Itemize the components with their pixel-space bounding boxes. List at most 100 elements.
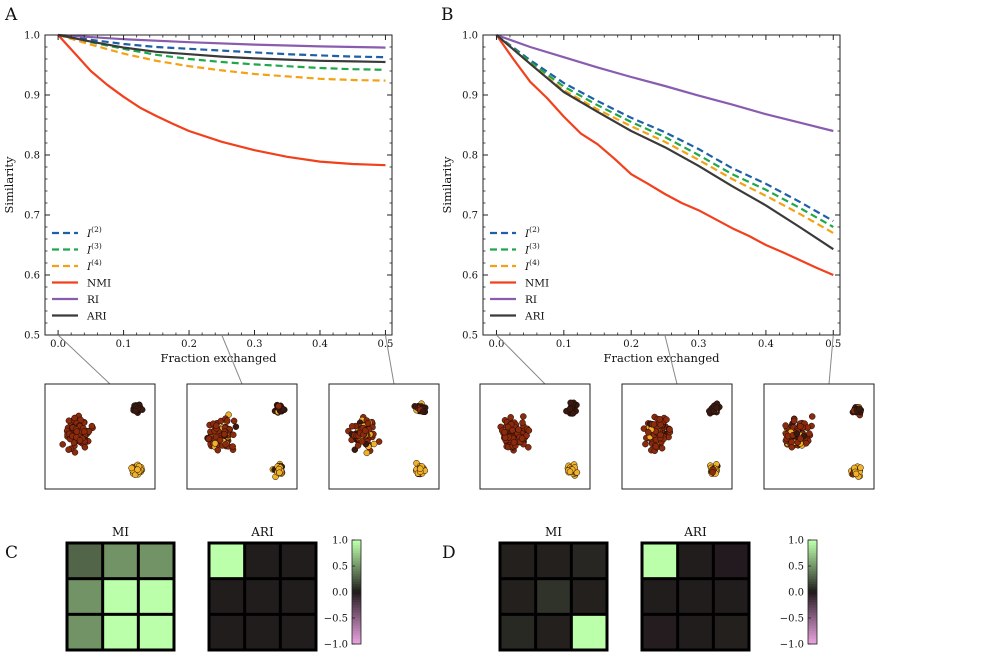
y-axis-label: Similarity xyxy=(440,156,454,213)
heatmap-title: ARI xyxy=(250,525,274,539)
heatmap-MI: MI xyxy=(65,525,176,652)
legend-label: ARI xyxy=(524,311,545,323)
heatmap-ARI: ARI xyxy=(640,525,751,652)
scatter-point xyxy=(569,410,577,417)
colorbar-segment xyxy=(352,594,361,598)
y-tick-label: 0.9 xyxy=(462,91,478,102)
legend-label-superscript: (4) xyxy=(529,258,540,267)
heatmap-cell xyxy=(139,544,173,578)
colorbar-segment xyxy=(808,563,817,567)
x-tick-label: 0.1 xyxy=(116,339,132,350)
heatmap-cell xyxy=(714,544,748,578)
colorbar-segment xyxy=(808,592,817,596)
scatter-point xyxy=(657,421,664,428)
x-tick-label: 0.1 xyxy=(556,339,572,350)
colorbar-segment xyxy=(352,558,361,562)
colorbar-segment xyxy=(808,599,817,603)
scatter-point xyxy=(782,422,789,429)
scatter-point xyxy=(857,464,864,471)
scatter-point xyxy=(566,468,574,475)
scatter-point xyxy=(656,416,664,423)
colorbar-tick-label: 0.0 xyxy=(788,588,804,599)
scatter-point xyxy=(852,470,860,478)
series-line-NMI xyxy=(495,34,834,277)
scatter-point xyxy=(213,422,220,429)
scatter-point xyxy=(132,407,139,415)
heatmap-cell xyxy=(643,580,677,613)
scatter-point xyxy=(364,420,372,427)
scatter-point xyxy=(275,402,282,410)
heatmap-cell xyxy=(281,544,315,578)
heatmap-title: ARI xyxy=(683,525,707,539)
scatter-point xyxy=(650,421,658,428)
heatmap-cell xyxy=(643,544,677,578)
heatmap-cell xyxy=(210,580,244,613)
colorbar-segment xyxy=(808,631,817,635)
colorbar-segment xyxy=(352,631,361,635)
colorbar-segment xyxy=(352,638,361,642)
y-tick-label: 1.0 xyxy=(24,31,40,42)
scatter-point xyxy=(358,438,366,445)
scatter-point xyxy=(520,413,527,420)
colorbar-segment xyxy=(808,638,817,642)
y-axis-label: Similarity xyxy=(2,156,16,213)
legend-label-base: I xyxy=(86,261,92,273)
scatter-point xyxy=(663,416,670,423)
colorbar-segment xyxy=(808,586,817,590)
y-tick-label: 0.8 xyxy=(24,151,40,162)
colorbar-tick-label: 0.0 xyxy=(332,588,348,599)
scatter-point xyxy=(230,431,237,439)
colorbar-segment xyxy=(808,547,817,551)
scatter-inset xyxy=(621,383,733,490)
colorbar-segment xyxy=(352,618,361,622)
scatter-point xyxy=(509,426,516,434)
x-axis-label: Fraction exchanged xyxy=(161,351,278,365)
colorbar-segment xyxy=(352,620,361,624)
x-tick-label: 0.4 xyxy=(312,339,328,350)
scatter-point xyxy=(567,399,574,407)
x-tick-label: 0.2 xyxy=(623,339,639,350)
scatter-point xyxy=(81,444,89,451)
heatmap-cell xyxy=(679,580,712,613)
heatmap-cell xyxy=(537,544,570,578)
colorbar-tick-label: −1.0 xyxy=(324,640,348,651)
scatter-point xyxy=(658,444,666,452)
colorbar-segment xyxy=(808,636,817,640)
scatter-point xyxy=(515,426,522,433)
colorbar-segment xyxy=(808,607,817,611)
colorbar-tick-label: −0.5 xyxy=(324,614,348,625)
legend-label-superscript: (2) xyxy=(91,225,102,234)
colorbar-segment xyxy=(808,623,817,627)
x-tick-label: 0.5 xyxy=(377,339,393,350)
y-tick-label: 0.5 xyxy=(462,331,478,342)
colorbar-segment xyxy=(808,545,817,549)
x-tick-label: 0.3 xyxy=(247,339,263,350)
colorbar-segment xyxy=(352,579,361,583)
heatmap-cell xyxy=(572,580,606,613)
scatter-point xyxy=(362,427,369,434)
heatmap-cell xyxy=(572,544,606,578)
scatter-point xyxy=(652,443,660,450)
legend-label-base: I xyxy=(524,228,530,240)
scatter-point xyxy=(507,414,514,421)
colorbar-segment xyxy=(352,566,361,570)
scatter-point xyxy=(214,446,222,454)
colorbar-segment xyxy=(352,605,361,609)
inset-frame xyxy=(44,383,156,490)
heatmap-cell xyxy=(679,544,712,578)
scatter-point xyxy=(501,434,509,441)
scatter-point xyxy=(525,427,533,434)
colorbar-segment xyxy=(808,633,817,637)
legend-label-base: I xyxy=(524,261,530,273)
panel-label: D xyxy=(442,543,456,563)
scatter-point xyxy=(416,465,424,472)
scatter-point xyxy=(134,466,141,473)
legend-label-superscript: (2) xyxy=(529,225,540,234)
scatter-point xyxy=(566,405,574,413)
colorbar-segment xyxy=(352,576,361,580)
scatter-point xyxy=(205,435,213,442)
chart-panel-B: B 0.0 0.1 0.2 0.3 0.4 0.5 0.5 0.6 0.7 0.8 0.9 1.0 Fra… xyxy=(440,5,875,490)
heatmap-cell xyxy=(714,580,748,613)
